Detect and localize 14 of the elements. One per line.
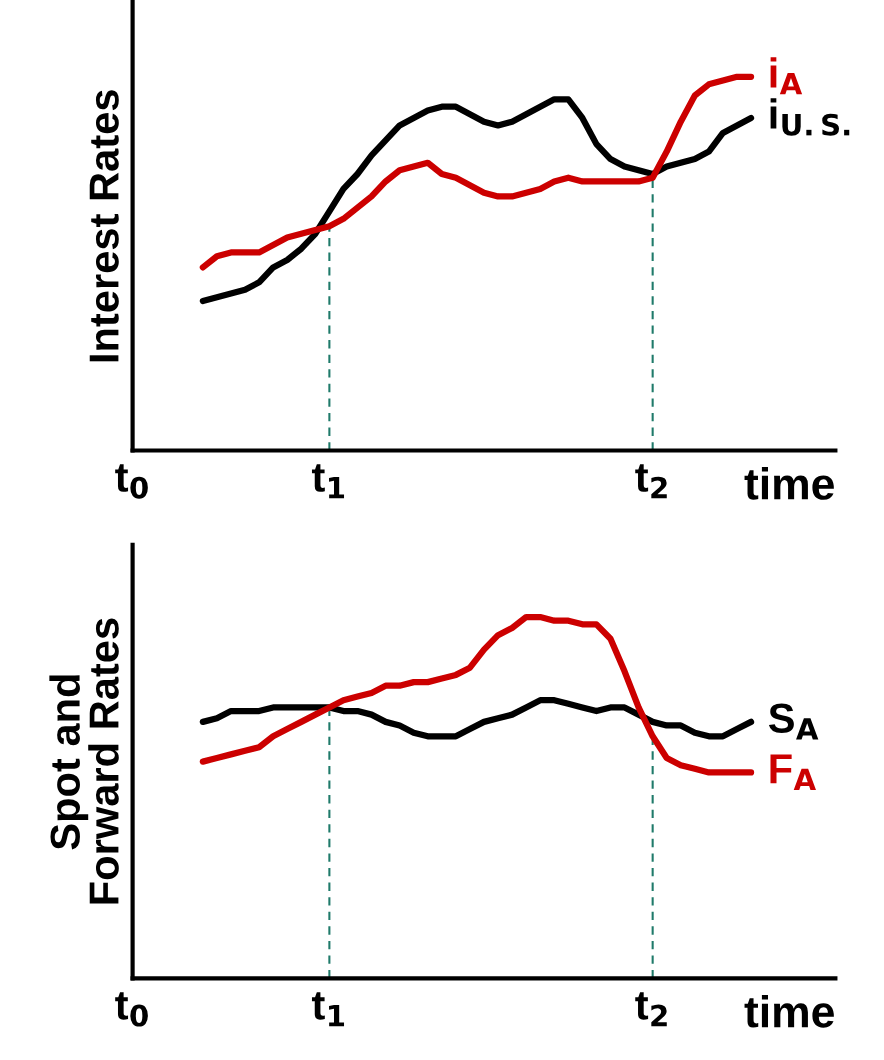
series-label: S$_{A}$ xyxy=(768,703,819,740)
x-tick-label: t$_{1}$ xyxy=(311,992,345,1027)
x-tick-label: t$_{2}$ xyxy=(635,992,667,1027)
x-tick-label: t$_{0}$ xyxy=(115,992,148,1027)
series-label: i$_{A}$ xyxy=(770,57,803,95)
x-axis-title: time xyxy=(744,467,834,500)
series-label: F$_{A}$ xyxy=(770,754,816,790)
x-tick-label: t$_{1}$ xyxy=(311,464,345,499)
series-label: i$_{U.S.}$ xyxy=(770,98,850,136)
y-axis-title: Interest Rates xyxy=(89,90,119,362)
y-axis-title: Spot and Forward Rates xyxy=(49,618,119,904)
x-tick-label: t$_{2}$ xyxy=(635,464,667,499)
x-axis-title: time xyxy=(744,995,834,1028)
x-tick-label: t$_{0}$ xyxy=(115,464,148,499)
